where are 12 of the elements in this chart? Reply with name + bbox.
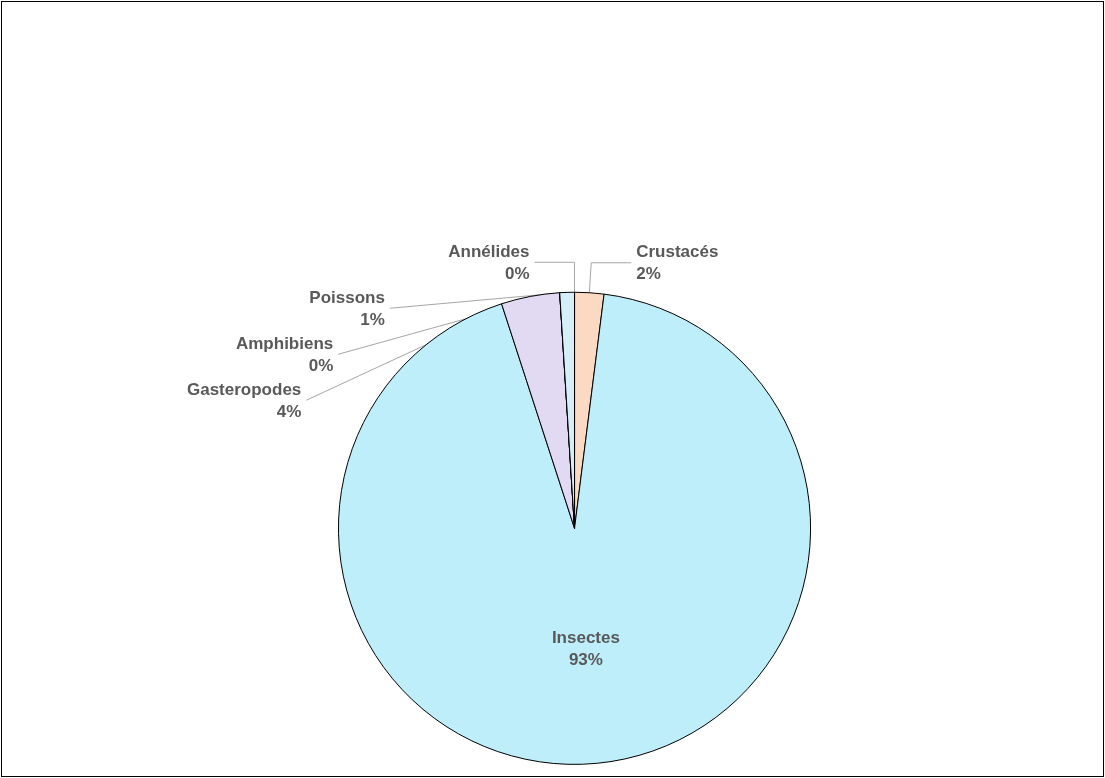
category-label: Amphibiens — [235, 333, 334, 353]
data-label: 93% — [568, 650, 603, 670]
slice-label: Gasteropodes — [186, 379, 302, 399]
text: 0% — [308, 355, 334, 375]
slice-label: Insectes — [551, 628, 620, 648]
slice-label: Crustacés — [636, 242, 719, 262]
text: 0% — [504, 263, 530, 283]
slice-label: Poissons — [309, 287, 385, 307]
category-label: Annélides — [448, 241, 530, 261]
data-label: 1% — [360, 309, 385, 329]
data-label: 2% — [636, 264, 661, 284]
data-label: 4% — [276, 401, 302, 421]
